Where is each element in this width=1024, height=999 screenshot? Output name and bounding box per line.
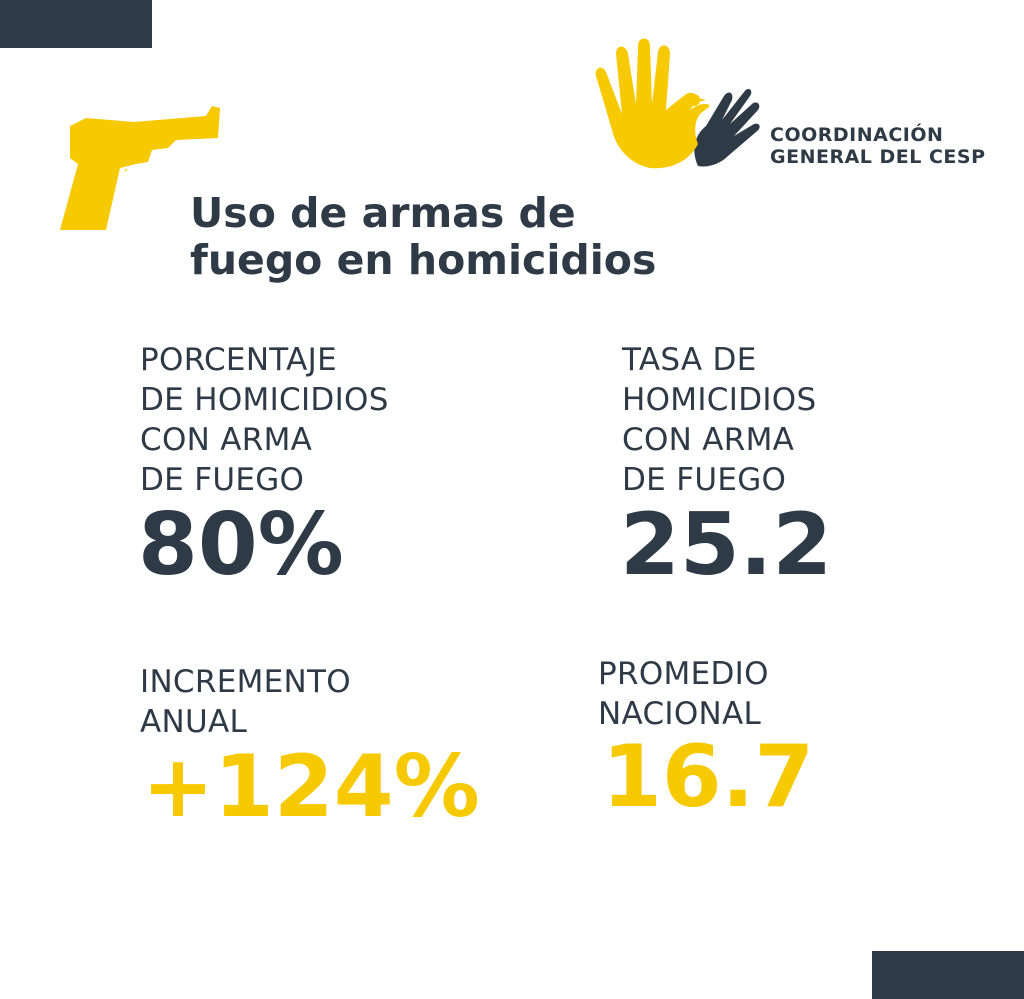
national-label: PROMEDIO NACIONAL — [598, 654, 769, 734]
rate-label-line: HOMICIDIOS — [622, 382, 817, 418]
percentage-label-line: DE FUEGO — [140, 462, 305, 498]
national-label-line: PROMEDIO — [598, 656, 769, 692]
title-line-2: fuego en homicidios — [190, 236, 657, 284]
percentage-value: 80% — [138, 495, 344, 595]
rate-value: 25.2 — [620, 495, 833, 595]
logo-text: COORDINACIÓN GENERAL DEL CESP — [770, 124, 1000, 168]
page-title: Uso de armas de fuego en homicidios — [190, 190, 750, 284]
increase-label-line: INCREMENTO — [140, 664, 351, 700]
increase-label: INCREMENTO ANUAL — [140, 662, 351, 742]
corner-bar-bottom — [872, 951, 1024, 999]
percentage-label-line: DE HOMICIDIOS — [140, 382, 389, 418]
logo-line-2: GENERAL DEL CESP — [770, 146, 986, 168]
rate-label-line: TASA DE — [622, 342, 757, 378]
national-label-line: NACIONAL — [598, 696, 762, 732]
national-value: 16.7 — [602, 727, 815, 827]
hands-dove-logo-icon — [595, 38, 760, 169]
logo-line-1: COORDINACIÓN — [770, 124, 944, 146]
rate-label-line: DE FUEGO — [622, 462, 787, 498]
rate-label-line: CON ARMA — [622, 422, 795, 458]
rate-label: TASA DE HOMICIDIOS CON ARMA DE FUEGO — [622, 340, 816, 500]
revolver-icon — [60, 106, 220, 230]
percentage-label-line: PORCENTAJE — [140, 342, 337, 378]
increase-value: +124% — [142, 737, 480, 837]
title-line-1: Uso de armas de — [190, 189, 576, 237]
percentage-label: PORCENTAJE DE HOMICIDIOS CON ARMA DE FUE… — [140, 340, 389, 500]
corner-bar-top — [0, 0, 152, 48]
increase-label-line: ANUAL — [140, 704, 248, 740]
percentage-label-line: CON ARMA — [140, 422, 313, 458]
